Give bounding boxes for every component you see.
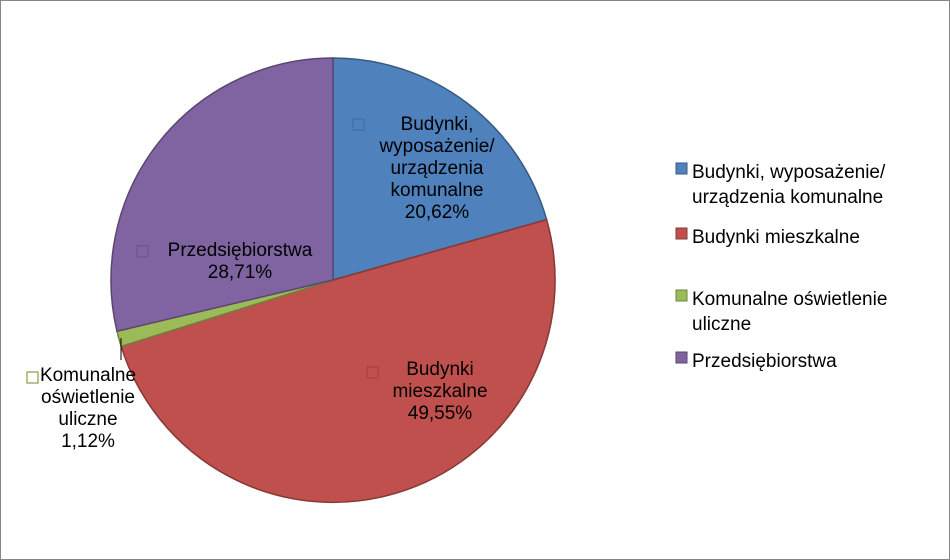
legend-swatch [675,227,688,240]
data-label-value: 49,55% [408,403,473,424]
pie-slice-przedsiebiorstwa [110,57,334,333]
legend: Budynki, wyposażenie/urządzenia komunaln… [675,162,887,372]
pie-slice-budynki-mieszkalne [120,218,556,504]
legend-item-budynki-wyposazenie-urzadzenia-komunalne: Budynki, wyposażenie/urządzenia komunaln… [675,162,886,208]
data-label-text: oświetlenie [41,387,135,408]
data-label-text: Przedsiębiorstwa [168,240,313,261]
data-label-value: 1,12% [61,431,115,452]
legend-swatch [675,289,688,302]
data-label-marker [366,366,379,379]
pie-slices [110,57,556,504]
data-label-text: Budynki, [401,114,474,135]
legend-label: urządzenia komunalne [692,187,883,208]
legend-label: Budynki mieszkalne [692,227,860,248]
legend-item-przedsiebiorstwa: Przedsiębiorstwa [675,351,837,372]
legend-label: uliczne [692,314,751,335]
legend-item-budynki-mieszkalne: Budynki mieszkalne [675,227,860,248]
data-label-value: 20,62% [405,202,470,223]
data-label-text: uliczne [58,409,117,430]
legend-label: Budynki, wyposażenie/ [692,162,886,183]
legend-swatch [675,162,688,175]
legend-label: Przedsiębiorstwa [692,351,837,372]
data-label-marker [26,371,39,384]
data-label-text: mieszkalne [392,381,487,402]
data-label-text: Budynki [406,359,474,380]
data-label-text: wyposażenie/ [378,136,495,157]
data-label-budynki-wyposazenie-urzadzenia-komunalne: Budynki,wyposażenie/urządzeniakomunalne2… [352,114,495,223]
legend-swatch [675,351,688,364]
data-label-text: komunalne [391,180,484,201]
legend-item-komunalne-oswietlenie-uliczne: Komunalne oświetlenie uliczne [675,289,887,335]
slice-labels: Budynki,wyposażenie/urządzeniakomunalne2… [26,114,495,452]
data-label-text: Komunalne [40,365,136,386]
data-label-marker [352,118,365,131]
legend-label: Komunalne oświetlenie [692,289,887,310]
data-label-text: urządzenia [391,158,484,179]
pie-slice-budynki-wyposazenie-urzadzenia-komunalne [332,57,548,281]
data-label-value: 28,71% [208,262,273,283]
data-label-marker [136,245,149,258]
